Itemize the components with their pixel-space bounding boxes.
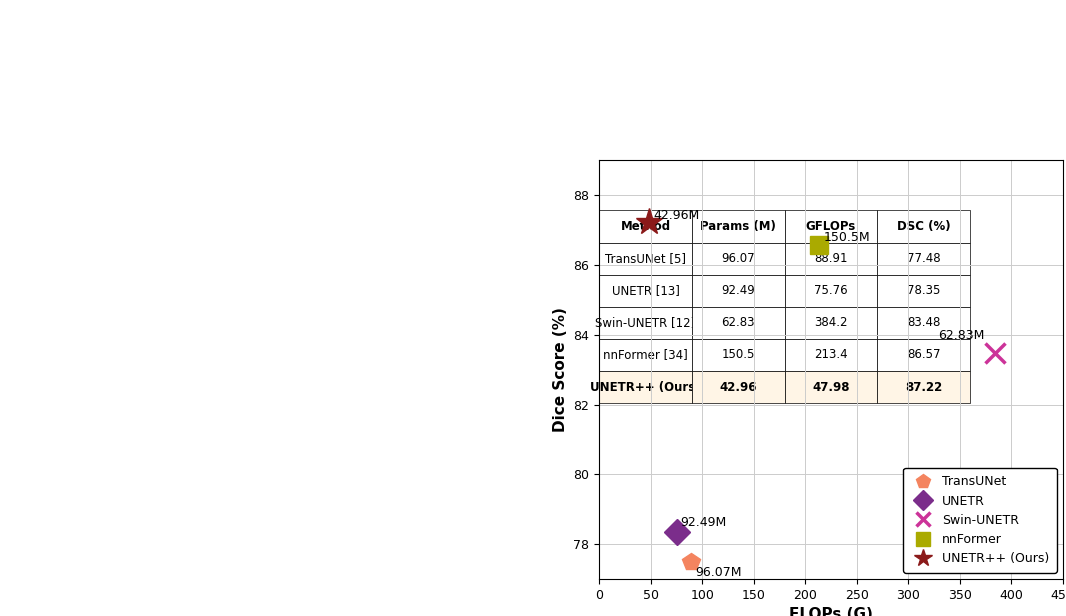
Text: 62.83M: 62.83M [938,329,985,342]
Text: 42.96M: 42.96M [653,209,700,222]
Y-axis label: Dice Score (%): Dice Score (%) [553,307,568,432]
Text: 96.07M: 96.07M [695,566,741,579]
Legend: TransUNet, UNETR, Swin-UNETR, nnFormer, UNETR++ (Ours): TransUNet, UNETR, Swin-UNETR, nnFormer, … [903,468,1056,573]
Text: 92.49M: 92.49M [680,516,727,529]
X-axis label: FLOPs (G): FLOPs (G) [789,607,873,616]
Text: 150.5M: 150.5M [824,231,871,244]
